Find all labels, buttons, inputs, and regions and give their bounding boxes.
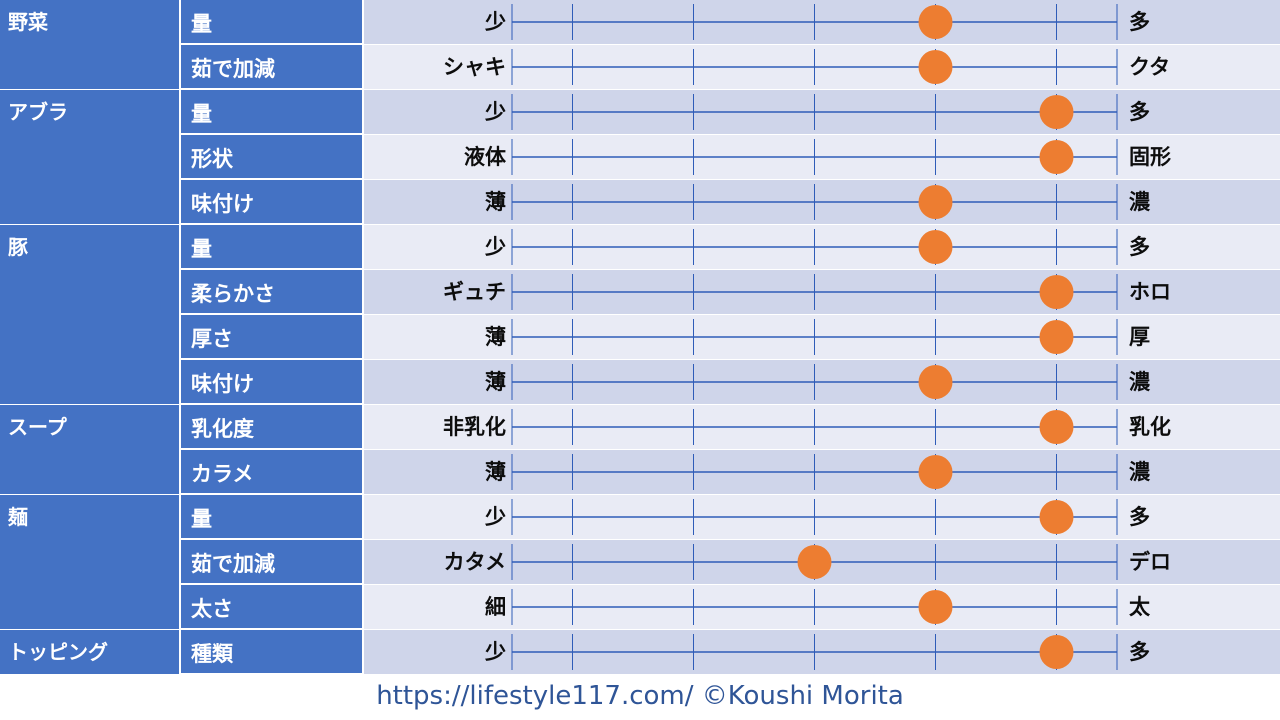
scale-high-label: 固形 — [1129, 145, 1171, 169]
row-label: カラメ — [181, 450, 362, 494]
row-label: 種類 — [181, 630, 362, 674]
scale-low-label: 少 — [485, 235, 506, 259]
rating-chart: 野菜量少多茹で加減 シャキ クタ アブラ量少多形状 液体 固形 味付け薄濃豚量少多柔らかさギ… — [0, 0, 1280, 675]
scale-high-label: 濃 — [1129, 190, 1150, 214]
row-label: 太さ — [181, 585, 362, 629]
row-label: 味付け — [181, 180, 362, 224]
category-label: 麺 — [0, 495, 179, 630]
scale-low-label: 少 — [485, 10, 506, 34]
category-label: アブラ — [0, 90, 179, 225]
scale-low-label: ギュチ — [443, 280, 506, 304]
scale-low-label: 液体 — [464, 145, 506, 169]
rating-marker — [1039, 320, 1074, 354]
rating-marker — [797, 545, 832, 579]
scale-high-label: 多 — [1129, 235, 1150, 259]
rating-marker — [918, 185, 953, 219]
scale-low-label: 少 — [485, 505, 506, 529]
scale-high-label: 乳化 — [1129, 415, 1171, 439]
row-label: 量 — [181, 495, 362, 539]
rating-marker — [918, 50, 953, 84]
rating-marker — [918, 5, 953, 39]
scale-overlay — [511, 4, 1118, 670]
rating-marker — [918, 230, 953, 264]
rating-marker — [918, 455, 953, 489]
scale-high-label: 濃 — [1129, 460, 1150, 484]
scale-high-label: 濃 — [1129, 370, 1150, 394]
rating-marker — [1039, 275, 1074, 309]
scale-high-label: 多 — [1129, 100, 1150, 124]
scale-high-label: 多 — [1129, 10, 1150, 34]
rating-marker — [1039, 95, 1074, 129]
row-label: 量 — [181, 225, 362, 269]
scale-low-label: 少 — [485, 640, 506, 664]
category-label: 豚 — [0, 225, 179, 405]
scale-low-label: 薄 — [485, 460, 506, 484]
scale-high-label: クタ — [1129, 55, 1171, 79]
scale-high-label: 太 — [1129, 595, 1150, 619]
scale-low-label: 薄 — [485, 370, 506, 394]
category-label: スープ — [0, 405, 179, 495]
scale-low-label: シャキ — [443, 55, 506, 79]
rating-marker — [1039, 500, 1074, 534]
scale-high-label: 多 — [1129, 505, 1150, 529]
row-label: 柔らかさ — [181, 270, 362, 314]
row-label: 量 — [181, 0, 362, 44]
scale-low-label: 非乳化 — [443, 415, 506, 439]
rating-marker — [918, 590, 953, 624]
scale-low-label: 薄 — [485, 325, 506, 349]
row-label: 厚さ — [181, 315, 362, 359]
scale-low-label: 細 — [485, 595, 506, 619]
scale-high-label: 厚 — [1129, 325, 1150, 349]
category-label: 野菜 — [0, 0, 179, 90]
rating-marker — [1039, 410, 1074, 444]
scale-low-label: 薄 — [485, 190, 506, 214]
footer-credit: https://lifestyle117.com/ ©Koushi Morita — [376, 681, 904, 711]
rating-marker — [1039, 140, 1074, 174]
rating-marker — [918, 365, 953, 399]
scale-high-label: デロ — [1129, 550, 1171, 574]
row-label: 茹で加減 — [181, 540, 362, 584]
row-label: 茹で加減 — [181, 45, 362, 89]
scale-high-label: ホロ — [1129, 280, 1171, 304]
row-label: 乳化度 — [181, 405, 362, 449]
scale-low-label: 少 — [485, 100, 506, 124]
scale-low-label: カタメ — [443, 550, 506, 574]
rating-marker — [1039, 635, 1074, 669]
category-label: トッピング — [0, 630, 179, 675]
scale-high-label: 多 — [1129, 640, 1150, 664]
row-label: 味付け — [181, 360, 362, 404]
row-label: 形状 — [181, 135, 362, 179]
row-label: 量 — [181, 90, 362, 134]
